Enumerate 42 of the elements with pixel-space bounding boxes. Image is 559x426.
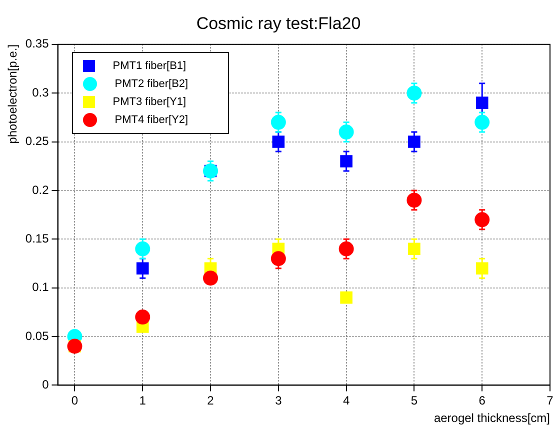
point <box>338 241 354 256</box>
legend-label: PMT4 fiber[Y2] <box>114 114 188 126</box>
x-tick-label: 2 <box>207 394 214 408</box>
x-tick-label: 6 <box>478 394 486 408</box>
point <box>408 136 420 148</box>
y-tick-label: 0.3 <box>32 85 50 100</box>
y-tick-label: 0.15 <box>25 231 50 246</box>
legend-label: PMT3 fiber[Y1] <box>112 96 186 108</box>
legend-label: PMT2 fiber[B2] <box>114 78 188 90</box>
y-tick-label: 0.1 <box>32 280 50 294</box>
point <box>340 291 352 304</box>
y-tick-label: 0.05 <box>25 328 50 343</box>
y-tick-label: 0 <box>42 378 50 392</box>
x-tick-label: 5 <box>410 394 418 408</box>
point <box>136 262 149 275</box>
x-tick-label: 7 <box>546 394 554 408</box>
point <box>408 242 420 256</box>
x-tick-label: 1 <box>139 394 146 408</box>
y-tick-label: 0.2 <box>32 182 50 197</box>
y-tick-label: 0.25 <box>25 134 50 148</box>
point <box>203 270 218 286</box>
x-axis-title: aerogel thickness[cm] <box>434 411 550 426</box>
point <box>476 262 488 275</box>
point <box>338 124 354 140</box>
point <box>474 212 490 228</box>
point <box>272 136 285 148</box>
point <box>135 310 150 325</box>
point <box>340 155 352 168</box>
point <box>406 192 422 208</box>
x-tick-label: 3 <box>275 394 282 408</box>
point <box>476 96 488 109</box>
chart-title: Cosmic ray test:Fla20 <box>196 14 361 33</box>
point <box>135 241 150 256</box>
y-axis-title: photoelectron[p.e.] <box>6 44 20 144</box>
point <box>474 114 490 130</box>
point <box>270 114 286 130</box>
legend-label: PMT1 fiber[B1] <box>112 60 186 72</box>
point <box>406 86 422 101</box>
point <box>270 251 286 266</box>
y-tick-label: 0.35 <box>25 36 50 51</box>
x-tick-label: 4 <box>342 394 350 408</box>
x-tick-label: 0 <box>71 394 78 408</box>
